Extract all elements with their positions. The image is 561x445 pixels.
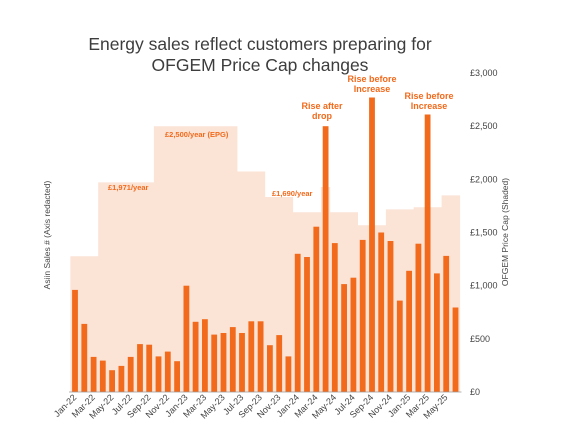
left-axis-label: Asiin Sales # (Axis redacted) — [42, 181, 52, 290]
sales-bar — [90, 356, 97, 392]
sales-bar — [387, 241, 394, 392]
sales-bar — [424, 114, 431, 392]
right-axis-tick-label: £1,500 — [470, 228, 498, 238]
sales-bar — [183, 285, 190, 392]
price-cap-annotation: £1,690/year — [272, 189, 313, 198]
chart-title-line-2: OFGEM Price Cap changes — [151, 55, 369, 75]
sales-bar — [229, 327, 236, 392]
chart-title: Energy sales reflect customers preparing… — [60, 34, 460, 76]
sales-bar — [137, 344, 143, 392]
callout-annotation: Rise before Increase — [404, 91, 453, 111]
sales-bar — [211, 334, 218, 392]
sales-bar — [127, 356, 134, 392]
sales-bar — [81, 323, 88, 392]
right-axis-tick-label: £3,000 — [470, 68, 498, 78]
right-axis-tick-label: £0 — [470, 387, 480, 397]
sales-bar — [378, 232, 385, 392]
sales-bar — [434, 273, 440, 392]
sales-bar — [331, 243, 338, 392]
sales-bar — [285, 356, 292, 392]
chart-title-line-1: Energy sales reflect customers preparing… — [88, 34, 432, 54]
price-cap-annotation: £2,500/year (EPG) — [165, 130, 229, 139]
annotation-layer: £1,971/year £2,500/year (EPG) £1,690/year R… — [108, 74, 454, 198]
sales-bar — [267, 345, 273, 392]
sales-bar — [359, 239, 366, 392]
sales-bar — [406, 270, 412, 392]
sales-bar — [220, 333, 227, 392]
right-axis-tick-label: £2,500 — [470, 121, 498, 131]
sales-bar — [109, 370, 115, 392]
sales-bar — [257, 321, 264, 392]
sales-bar — [164, 351, 171, 392]
sales-bar — [369, 97, 375, 392]
right-axis-label: OFGEM Price Cap (Shaded) — [500, 178, 510, 286]
sales-bar — [99, 360, 106, 392]
sales-bar — [322, 126, 329, 392]
sales-bar — [202, 319, 208, 392]
sales-bar — [415, 243, 422, 392]
callout-annotation: Rise after drop — [301, 101, 343, 121]
sales-bar — [304, 257, 310, 392]
sales-bar — [239, 333, 245, 392]
sales-bar — [350, 277, 357, 392]
sales-bar — [396, 300, 403, 392]
sales-bar — [276, 335, 283, 392]
right-axis-tick-label: £500 — [470, 334, 490, 344]
price-cap-annotation: £1,971/year — [108, 183, 149, 192]
right-axis-tick-label: £1,000 — [470, 281, 498, 291]
sales-bar — [248, 321, 255, 392]
sales-bar-layer — [72, 97, 459, 392]
right-axis-tick-label: £2,000 — [470, 174, 498, 184]
sales-bar — [155, 356, 162, 392]
sales-bar — [443, 255, 450, 392]
sales-bar — [341, 284, 347, 392]
sales-bar — [192, 321, 199, 392]
sales-bar — [146, 344, 153, 392]
sales-bar — [452, 307, 459, 392]
callout-annotation: Rise before Increase — [347, 74, 396, 94]
sales-bar — [118, 365, 125, 392]
sales-bar — [174, 361, 180, 392]
sales-bar — [72, 289, 78, 392]
sales-bar — [313, 226, 320, 392]
sales-bar — [294, 253, 301, 392]
